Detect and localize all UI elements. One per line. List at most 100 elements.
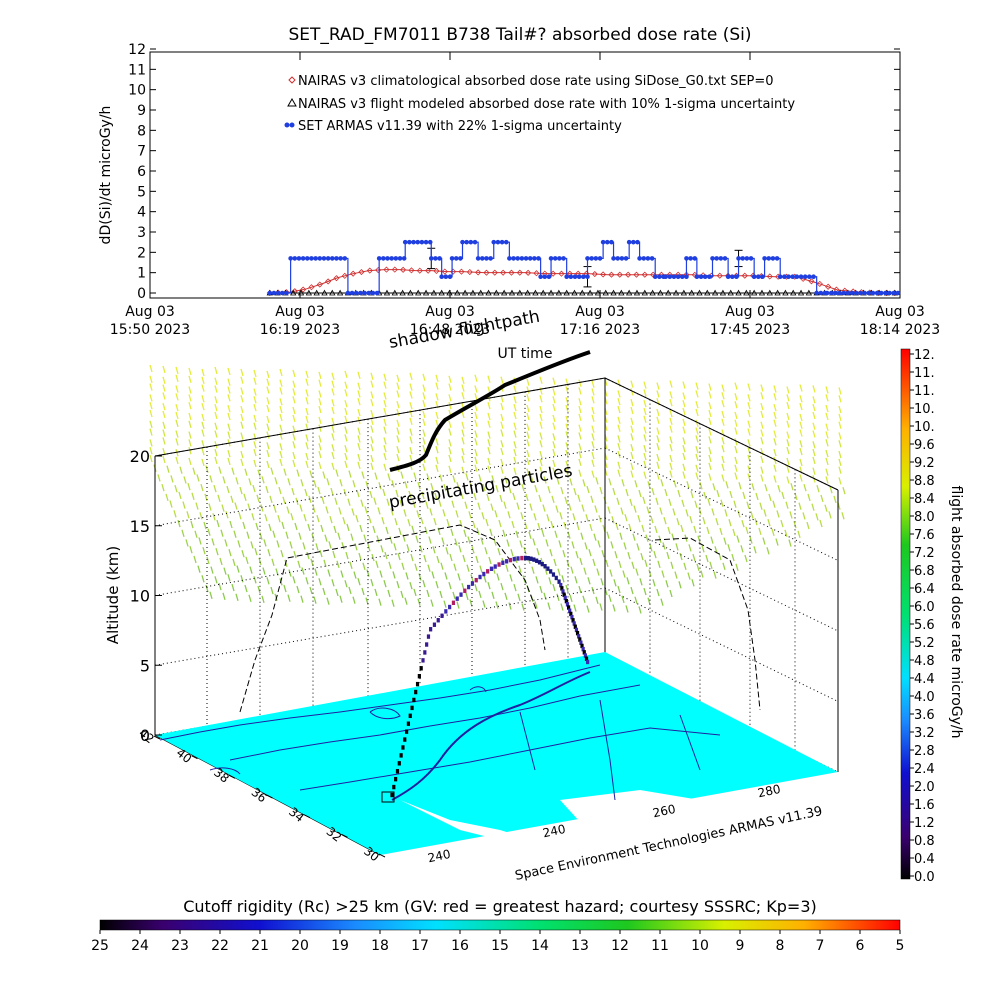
armas-marker	[641, 256, 647, 261]
track-point	[564, 598, 568, 604]
precip-dash	[218, 466, 222, 474]
precip-dash	[744, 554, 748, 563]
precip-dash	[443, 484, 447, 492]
precip-dash	[565, 423, 569, 431]
precip-dash	[519, 540, 523, 548]
modeled-marker	[641, 289, 648, 296]
precip-dash	[166, 465, 170, 473]
precip-dash	[222, 476, 226, 484]
modeled-marker	[305, 289, 313, 296]
precip-dash	[630, 462, 634, 471]
armas-marker	[710, 256, 715, 261]
track-point	[571, 618, 575, 623]
precip-dash	[293, 550, 297, 559]
precip-dash	[233, 530, 237, 538]
precip-dash	[592, 558, 596, 567]
precip-dash	[448, 454, 452, 463]
armas-marker	[499, 239, 505, 245]
precip-dash	[570, 566, 574, 574]
precip-dash	[461, 376, 465, 384]
precip-dash	[491, 591, 495, 600]
modeled-marker	[540, 289, 547, 296]
armas-marker	[358, 290, 363, 296]
precip-dash	[571, 541, 575, 549]
precip-dash	[760, 392, 764, 400]
precip-dash	[569, 478, 573, 486]
climatological-marker	[566, 270, 573, 277]
precip-dash	[528, 531, 532, 539]
dose-tick-label: 0.8	[914, 834, 935, 849]
climatological-marker	[575, 270, 582, 277]
track-point	[463, 588, 467, 593]
latitude-tick-mark	[341, 833, 348, 838]
precip-dash	[478, 590, 482, 599]
armas-marker	[770, 256, 776, 261]
precip-dash	[215, 548, 219, 556]
precip-dash	[629, 498, 633, 506]
armas-marker	[527, 256, 533, 261]
armas-marker	[667, 274, 673, 280]
dose-tick-label: 7.6	[914, 528, 935, 543]
precip-dash	[500, 376, 504, 384]
precip-dash	[545, 539, 549, 547]
precip-dash	[711, 508, 715, 516]
precip-dash	[429, 508, 433, 516]
modeled-marker	[493, 289, 500, 296]
precip-dash	[798, 502, 802, 510]
precip-dash	[374, 472, 378, 480]
armas-marker	[557, 256, 562, 261]
latitude-tick-mark	[191, 755, 198, 760]
dose-tick-label: 3.6	[914, 708, 935, 723]
precip-dash	[314, 568, 318, 576]
precip-dash	[266, 397, 270, 405]
precip-dash	[227, 449, 231, 458]
precip-dash	[244, 584, 248, 593]
precip-dash	[694, 500, 698, 508]
precip-dash	[162, 437, 166, 445]
precip-dash	[513, 467, 517, 475]
precip-dash	[413, 588, 417, 597]
precip-dash	[612, 604, 616, 612]
precip-dash	[449, 553, 453, 562]
precip-dash	[660, 479, 664, 487]
precip-dash	[682, 471, 686, 479]
precip-dash	[669, 454, 673, 463]
precip-dash	[249, 566, 253, 574]
precip-dash	[464, 501, 468, 509]
precip-dash	[298, 532, 302, 540]
modeled-marker	[571, 289, 578, 296]
precip-dash	[734, 438, 738, 446]
climatological-marker	[633, 271, 640, 278]
precip-dash	[685, 509, 689, 517]
precip-dash	[747, 394, 751, 402]
precip-dash	[689, 516, 693, 524]
precip-dash	[617, 424, 621, 432]
climatological-marker	[766, 273, 773, 280]
precip-dash	[588, 548, 592, 557]
precip-dash	[630, 380, 634, 388]
y-tick-label: 4	[137, 205, 146, 221]
precip-dash	[721, 463, 725, 471]
precip-dash	[656, 472, 660, 480]
precip-dash	[212, 513, 216, 521]
armas-marker	[464, 239, 469, 245]
longitude-tick-label: 240	[542, 822, 567, 840]
precip-dash	[383, 426, 387, 434]
precip-dash	[188, 412, 192, 421]
y-tick-label: 5	[137, 184, 146, 200]
precip-dash	[318, 578, 322, 586]
climatological-marker	[533, 270, 540, 277]
precip-dash	[439, 590, 443, 599]
precip-dash	[664, 488, 668, 497]
precip-dash	[720, 499, 724, 507]
precip-dash	[315, 543, 319, 551]
precip-dash	[656, 443, 660, 451]
rc-tick-label: 21	[251, 938, 269, 954]
precip-dash	[799, 474, 803, 482]
precip-dash	[396, 382, 400, 390]
rc-tick-label: 7	[816, 938, 825, 954]
armas-marker	[321, 256, 327, 261]
precip-dash	[321, 496, 325, 504]
precip-dash	[591, 406, 595, 415]
x-tick-time: 18:14 2023	[860, 322, 940, 338]
